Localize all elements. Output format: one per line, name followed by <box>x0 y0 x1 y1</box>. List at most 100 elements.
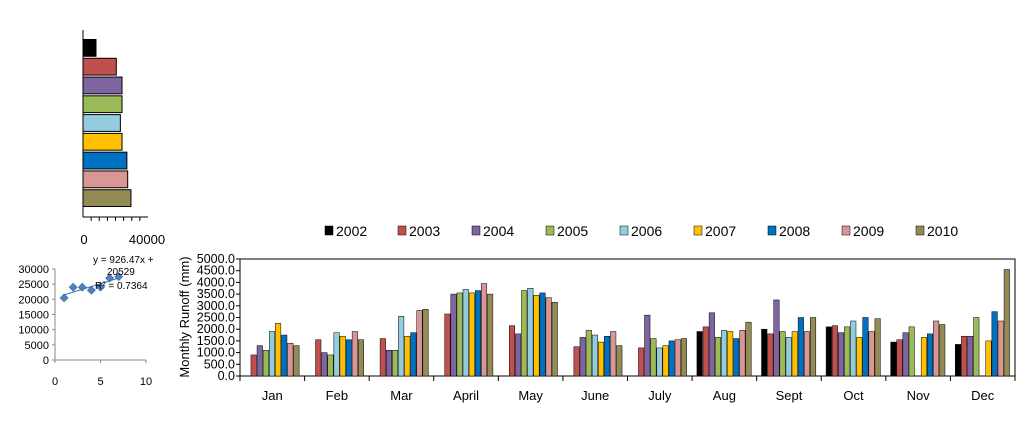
bar <box>268 331 275 377</box>
x-tick-label: May <box>518 388 543 403</box>
bar <box>702 326 709 377</box>
hbar-bar <box>82 76 123 95</box>
bar <box>991 311 998 377</box>
bar <box>810 317 817 377</box>
scatter-y-tick-label: 25000 <box>18 279 49 291</box>
y-tick-label: 3500.0 <box>197 287 235 301</box>
hbar-tick-label: 0 <box>80 232 87 247</box>
bar <box>767 333 774 377</box>
y-tick-label: 5000.0 <box>197 252 235 266</box>
bar <box>385 350 392 377</box>
bar <box>462 289 469 377</box>
bar <box>761 328 768 377</box>
bar <box>321 352 328 377</box>
x-tick-label: Oct <box>843 388 864 403</box>
bar <box>281 334 288 377</box>
legend-swatch <box>767 225 777 236</box>
bar <box>444 313 451 377</box>
bar <box>416 310 423 377</box>
bar <box>545 297 552 377</box>
bar <box>487 293 494 377</box>
bar <box>327 354 334 377</box>
scatter-x-tick-label: 0 <box>52 376 58 388</box>
scatter-chart: 0 5000 10000 15000 20000 25000 30000 0 5 10 y = 92… <box>18 255 153 388</box>
bar <box>650 338 657 377</box>
bar <box>961 335 968 377</box>
bar <box>339 335 346 377</box>
x-tick-label: June <box>581 388 609 403</box>
bar <box>533 295 540 377</box>
legend-swatch <box>397 225 407 236</box>
bar <box>831 325 838 377</box>
bar <box>404 335 411 377</box>
y-tick-label: 3000.0 <box>197 299 235 313</box>
bar <box>579 337 586 377</box>
bar <box>644 314 651 377</box>
y-tick-label: 1500.0 <box>197 334 235 348</box>
legend-label: 2007 <box>705 223 736 239</box>
bar <box>896 339 903 377</box>
bar <box>927 333 934 377</box>
legend-swatch <box>619 225 629 236</box>
bar <box>598 341 605 377</box>
trend-equation-line2: 20529 <box>107 267 135 278</box>
bar <box>868 331 875 377</box>
bar <box>398 316 405 377</box>
x-tick-label: April <box>453 388 479 403</box>
bar <box>527 288 534 377</box>
scatter-point <box>114 272 124 282</box>
legend-swatch <box>693 225 703 236</box>
y-tick-label: 2500.0 <box>197 311 235 325</box>
bar <box>410 332 417 377</box>
bar <box>521 290 528 377</box>
bar <box>973 317 980 377</box>
bar <box>773 299 780 377</box>
bar <box>668 340 675 377</box>
legend-label: 2002 <box>336 223 367 239</box>
bar <box>539 292 546 377</box>
y-tick-label: 4500.0 <box>197 264 235 278</box>
scatter-point <box>96 282 105 292</box>
hbar-bar <box>82 132 123 151</box>
bar <box>862 317 869 377</box>
bar <box>656 347 663 377</box>
scatter-y-tick-label: 20000 <box>18 294 49 306</box>
legend-label: 2004 <box>483 223 514 239</box>
scatter-y-tick-label: 10000 <box>18 325 49 337</box>
legend-label: 2006 <box>631 223 662 239</box>
x-tick-label: Jan <box>262 388 283 403</box>
bar <box>456 292 463 377</box>
bar <box>591 334 598 377</box>
bar <box>997 320 1004 377</box>
bar <box>509 325 516 377</box>
hbar-bar <box>82 57 117 76</box>
bar <box>1003 269 1010 377</box>
y-tick-label: 2000.0 <box>197 322 235 336</box>
bar <box>315 339 322 377</box>
bar <box>850 320 857 377</box>
hbar-bar <box>82 114 121 132</box>
legend-label: 2005 <box>557 223 588 239</box>
scatter-y-tick-label: 30000 <box>18 264 49 276</box>
bar <box>874 318 881 377</box>
bar <box>256 345 263 377</box>
bar <box>474 290 481 377</box>
horizontal-bar-chart: 0 40000 <box>80 30 165 247</box>
scatter-point <box>105 273 115 283</box>
bar <box>379 338 386 377</box>
bar <box>604 335 611 377</box>
x-tick-label: Aug <box>713 388 736 403</box>
x-tick-label: July <box>648 388 672 403</box>
scatter-y-tick-label: 0 <box>43 355 49 367</box>
legend-swatch <box>915 225 925 236</box>
bar <box>585 330 592 377</box>
bar <box>967 335 974 377</box>
bar <box>450 293 457 377</box>
bar <box>345 339 352 377</box>
scatter-point <box>77 282 87 292</box>
bar <box>551 302 558 377</box>
bar <box>351 331 358 377</box>
bar <box>739 330 746 377</box>
hbar-bar <box>82 189 132 208</box>
